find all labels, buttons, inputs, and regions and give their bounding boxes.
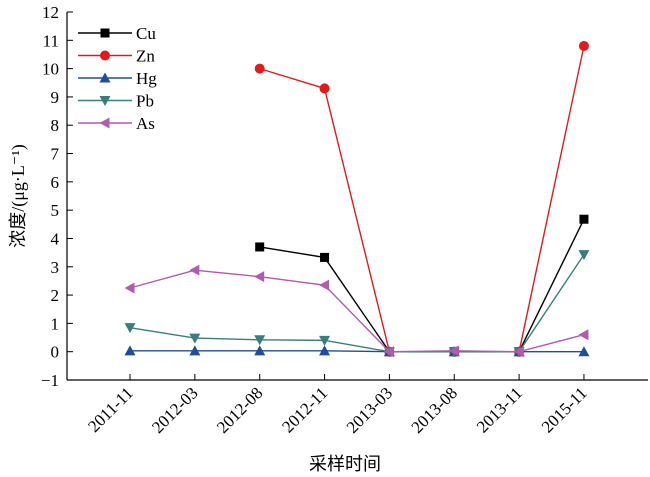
- x-tick-label: 2015-11: [538, 383, 591, 436]
- x-tick-label: 2013-08: [408, 383, 462, 437]
- y-tick-label: 0: [51, 343, 60, 362]
- legend: Cu Zn Hg Pb As: [78, 24, 157, 133]
- data-point-as: [578, 329, 589, 341]
- data-point-zn: [319, 83, 330, 94]
- legend-marker: [99, 72, 111, 83]
- legend-item-pb: Pb: [78, 92, 154, 111]
- legend-label: Pb: [136, 92, 154, 111]
- data-point-zn: [254, 63, 265, 74]
- data-point-zn: [578, 40, 589, 51]
- data-point-hg: [124, 345, 136, 356]
- y-tick-label: 5: [51, 201, 60, 220]
- series-zn: [254, 40, 589, 357]
- data-point-hg: [189, 345, 201, 356]
- series-line-cu: [259, 218, 585, 353]
- data-point-hg: [254, 345, 266, 356]
- x-tick-label: 2012-11: [278, 383, 331, 436]
- x-tick-label: 2012-08: [213, 383, 267, 437]
- data-point-cu: [579, 214, 589, 224]
- y-tick-label: 7: [51, 145, 60, 164]
- data-point-pb: [124, 323, 136, 334]
- series-as: [124, 264, 589, 358]
- data-point-pb: [319, 335, 331, 346]
- y-tick-label: 1: [51, 314, 60, 333]
- y-tick-label: 11: [43, 31, 59, 50]
- y-tick-label: −1: [41, 371, 59, 390]
- legend-item-zn: Zn: [78, 47, 155, 66]
- data-point-pb: [189, 333, 201, 344]
- y-tick-label: 9: [51, 88, 60, 107]
- legend-item-cu: Cu: [78, 24, 156, 43]
- data-point-cu: [255, 242, 265, 252]
- y-tick-label: 4: [51, 229, 60, 248]
- series-cu: [255, 214, 589, 357]
- legend-marker: [100, 28, 110, 38]
- legend-marker: [99, 117, 110, 129]
- data-point-as: [448, 345, 459, 357]
- data-point-as: [513, 346, 524, 358]
- data-point-as: [383, 346, 394, 358]
- y-tick-label: 2: [51, 286, 60, 305]
- x-tick-label: 2013-11: [473, 383, 526, 436]
- legend-label: Zn: [136, 47, 155, 66]
- x-tick-label: 2012-03: [148, 383, 202, 437]
- series-layer: [124, 40, 590, 358]
- legend-label: Cu: [136, 24, 156, 43]
- y-tick-label: 12: [42, 3, 59, 22]
- legend-item-as: As: [78, 114, 155, 133]
- legend-marker: [99, 96, 111, 106]
- data-point-pb: [254, 335, 266, 346]
- x-tick-label: 2011-11: [84, 383, 137, 436]
- data-point-as: [189, 264, 200, 276]
- x-axis-title: 采样时间: [309, 454, 381, 474]
- data-point-pb: [578, 250, 590, 261]
- data-point-as: [319, 279, 330, 291]
- y-tick-label: 8: [51, 116, 60, 135]
- legend-label: Hg: [136, 69, 157, 88]
- y-tick-label: 6: [51, 173, 60, 192]
- data-point-as: [124, 282, 135, 294]
- series-line-as: [129, 269, 585, 353]
- x-tick-label: 2013-03: [343, 383, 397, 437]
- y-tick-label: 3: [51, 258, 60, 277]
- data-point-as: [254, 271, 265, 283]
- data-point-hg: [578, 346, 590, 357]
- y-axis-title: 浓度/(μg·L⁻¹): [8, 144, 29, 248]
- data-point-hg: [319, 345, 331, 356]
- y-tick-label: 10: [42, 60, 59, 79]
- legend-label: As: [136, 114, 155, 133]
- data-point-cu: [320, 252, 330, 262]
- legend-marker: [100, 50, 110, 61]
- series-line-zn: [259, 45, 585, 353]
- legend-item-hg: Hg: [78, 69, 157, 88]
